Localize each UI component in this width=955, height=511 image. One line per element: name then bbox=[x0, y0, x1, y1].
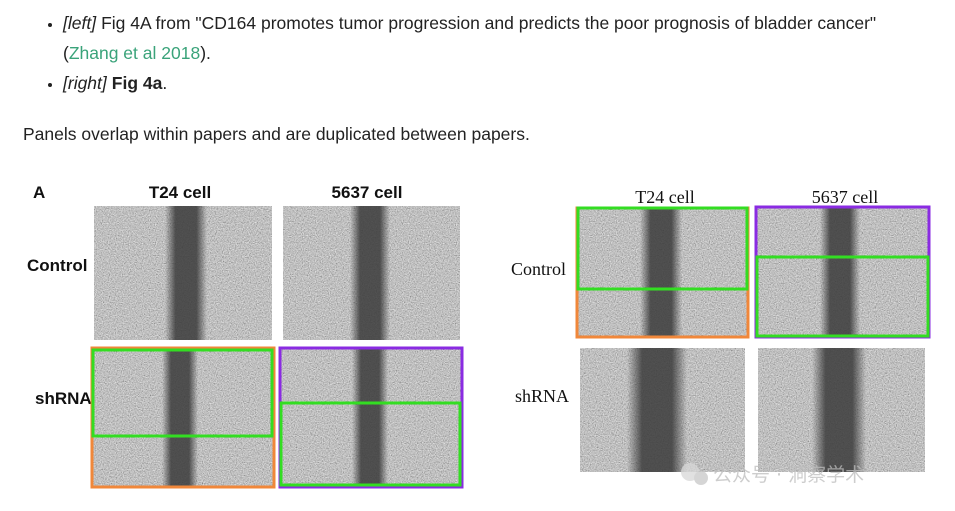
bullet-tail: . bbox=[162, 73, 168, 93]
bullet-item: [left]Fig 4A from "CD164 promotes tumor … bbox=[63, 8, 893, 68]
micrograph bbox=[756, 207, 929, 337]
micrograph bbox=[758, 348, 925, 472]
bullet-bold: Fig 4a bbox=[111, 73, 163, 93]
bullet-item: [right]Fig 4a. bbox=[63, 68, 893, 98]
micrograph bbox=[280, 348, 462, 487]
micrograph bbox=[580, 348, 745, 472]
micrograph bbox=[577, 207, 748, 337]
micrograph bbox=[283, 206, 460, 340]
micrograph bbox=[92, 348, 274, 487]
column-label: T24 cell bbox=[635, 187, 694, 207]
bullet-tail: ). bbox=[200, 43, 211, 63]
panel-letter: A bbox=[33, 183, 45, 202]
bullet-list: [left]Fig 4A from "CD164 promotes tumor … bbox=[40, 8, 893, 98]
column-label: T24 cell bbox=[149, 183, 211, 202]
row-label: shRNA bbox=[515, 386, 569, 406]
column-label: 5637 cell bbox=[332, 183, 403, 202]
column-label: 5637 cell bbox=[812, 187, 878, 207]
citation-link[interactable]: Zhang et al 2018 bbox=[68, 43, 201, 63]
row-label: shRNA bbox=[35, 389, 92, 408]
paragraph: Panels overlap within papers and are dup… bbox=[23, 124, 530, 144]
overlap-box bbox=[576, 206, 749, 291]
tag: [right] bbox=[63, 73, 107, 93]
micrograph bbox=[94, 206, 272, 340]
tag: [left] bbox=[63, 13, 97, 33]
bullet-text: Fig 4A from "CD164 promotes tumor progre… bbox=[63, 13, 877, 63]
row-label: Control bbox=[27, 256, 87, 275]
overlap-box bbox=[91, 348, 274, 438]
overlap-box bbox=[755, 255, 930, 338]
overlap-box bbox=[279, 401, 462, 487]
watermark: 公众号 · 洞察学术 bbox=[681, 463, 864, 486]
row-label: Control bbox=[511, 259, 566, 279]
watermark-text: 公众号 · 洞察学术 bbox=[713, 464, 864, 486]
